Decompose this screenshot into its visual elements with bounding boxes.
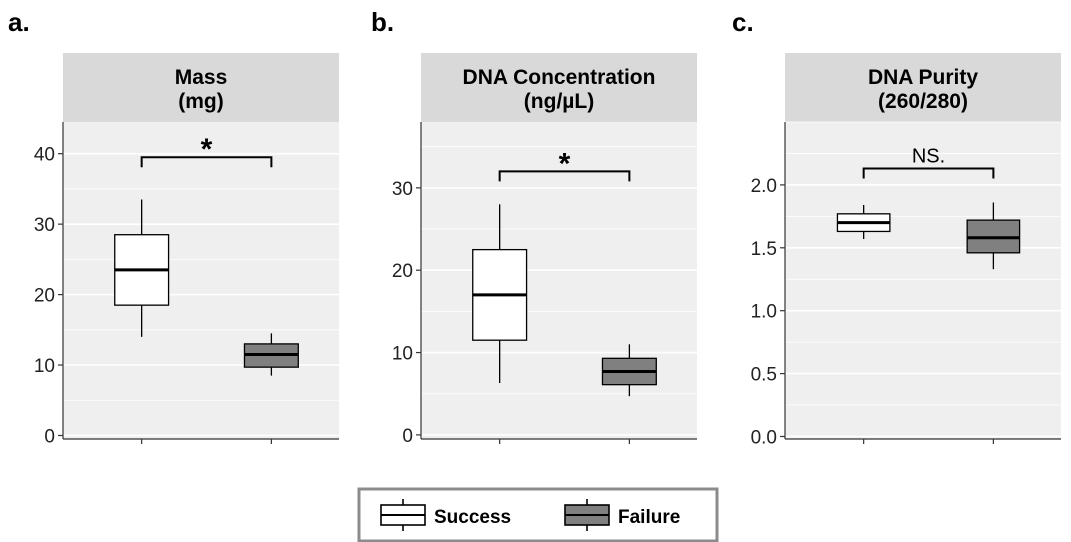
- legend: Success Failure: [357, 487, 719, 542]
- facet-title-line: DNA Concentration: [463, 66, 656, 89]
- panel-1: a. Mass(mg) 0 10 20 30 40 *: [8, 7, 339, 447]
- facet-title-line: (ng/µL): [524, 90, 594, 113]
- y-tick-label: 0: [402, 426, 413, 447]
- box-failure: [601, 344, 657, 397]
- panel-letter: c.: [732, 7, 754, 37]
- significance-bracket: NS.: [862, 146, 995, 179]
- panel-letter: a.: [8, 7, 30, 37]
- box-success: [472, 204, 528, 384]
- bracket-line: [140, 156, 273, 168]
- plot-area: [63, 122, 339, 439]
- legend-label-success: Success: [434, 507, 511, 528]
- y-tick-label: 1.0: [751, 302, 777, 323]
- facet-strip: [785, 53, 1061, 122]
- facet-title-line: (260/280): [878, 90, 968, 113]
- facet-title-line: (mg): [178, 90, 224, 113]
- box-success: [114, 199, 170, 337]
- y-tick-label: 1.5: [751, 239, 777, 260]
- box-failure: [966, 202, 1021, 270]
- plot-area: [421, 122, 697, 439]
- y-tick-label: 0: [44, 426, 55, 447]
- significance-bracket: *: [498, 147, 631, 182]
- y-tick-label: 20: [34, 286, 55, 307]
- facet-title-line: Mass: [175, 66, 228, 89]
- y-tick-label: 30: [392, 179, 413, 200]
- legend-label-failure: Failure: [618, 507, 680, 528]
- facet-strip: [63, 53, 339, 122]
- significance-label: *: [559, 147, 571, 180]
- significance-bracket: *: [140, 133, 273, 168]
- y-tick-label: 40: [34, 145, 55, 166]
- significance-label: NS.: [912, 146, 945, 168]
- facet-strip: [421, 53, 697, 122]
- box-failure: [243, 333, 299, 376]
- y-tick-label: 10: [34, 356, 55, 377]
- box-success: [836, 205, 891, 239]
- legend-key-failure: [564, 499, 610, 531]
- bracket-line: [862, 167, 995, 179]
- y-tick-label: 10: [392, 344, 413, 365]
- y-tick-label: 0.0: [751, 427, 777, 448]
- plot-area: [785, 122, 1061, 439]
- panel-letter: b.: [371, 7, 394, 37]
- panel-3: c. DNA Purity(260/280) 0.0 0.5 1.0 1.5 2.0 NS.: [732, 7, 1061, 448]
- y-tick-label: 20: [392, 261, 413, 282]
- legend-key-success: [380, 499, 426, 531]
- y-tick-label: 30: [34, 215, 55, 236]
- y-tick-label: 2.0: [751, 176, 777, 197]
- panel-2: b. DNA Concentration(ng/µL) 0 10 20 30 *: [371, 7, 697, 447]
- bracket-line: [498, 170, 631, 182]
- y-tick-label: 0.5: [751, 365, 777, 386]
- significance-label: *: [201, 133, 213, 166]
- facet-title-line: DNA Purity: [868, 66, 978, 89]
